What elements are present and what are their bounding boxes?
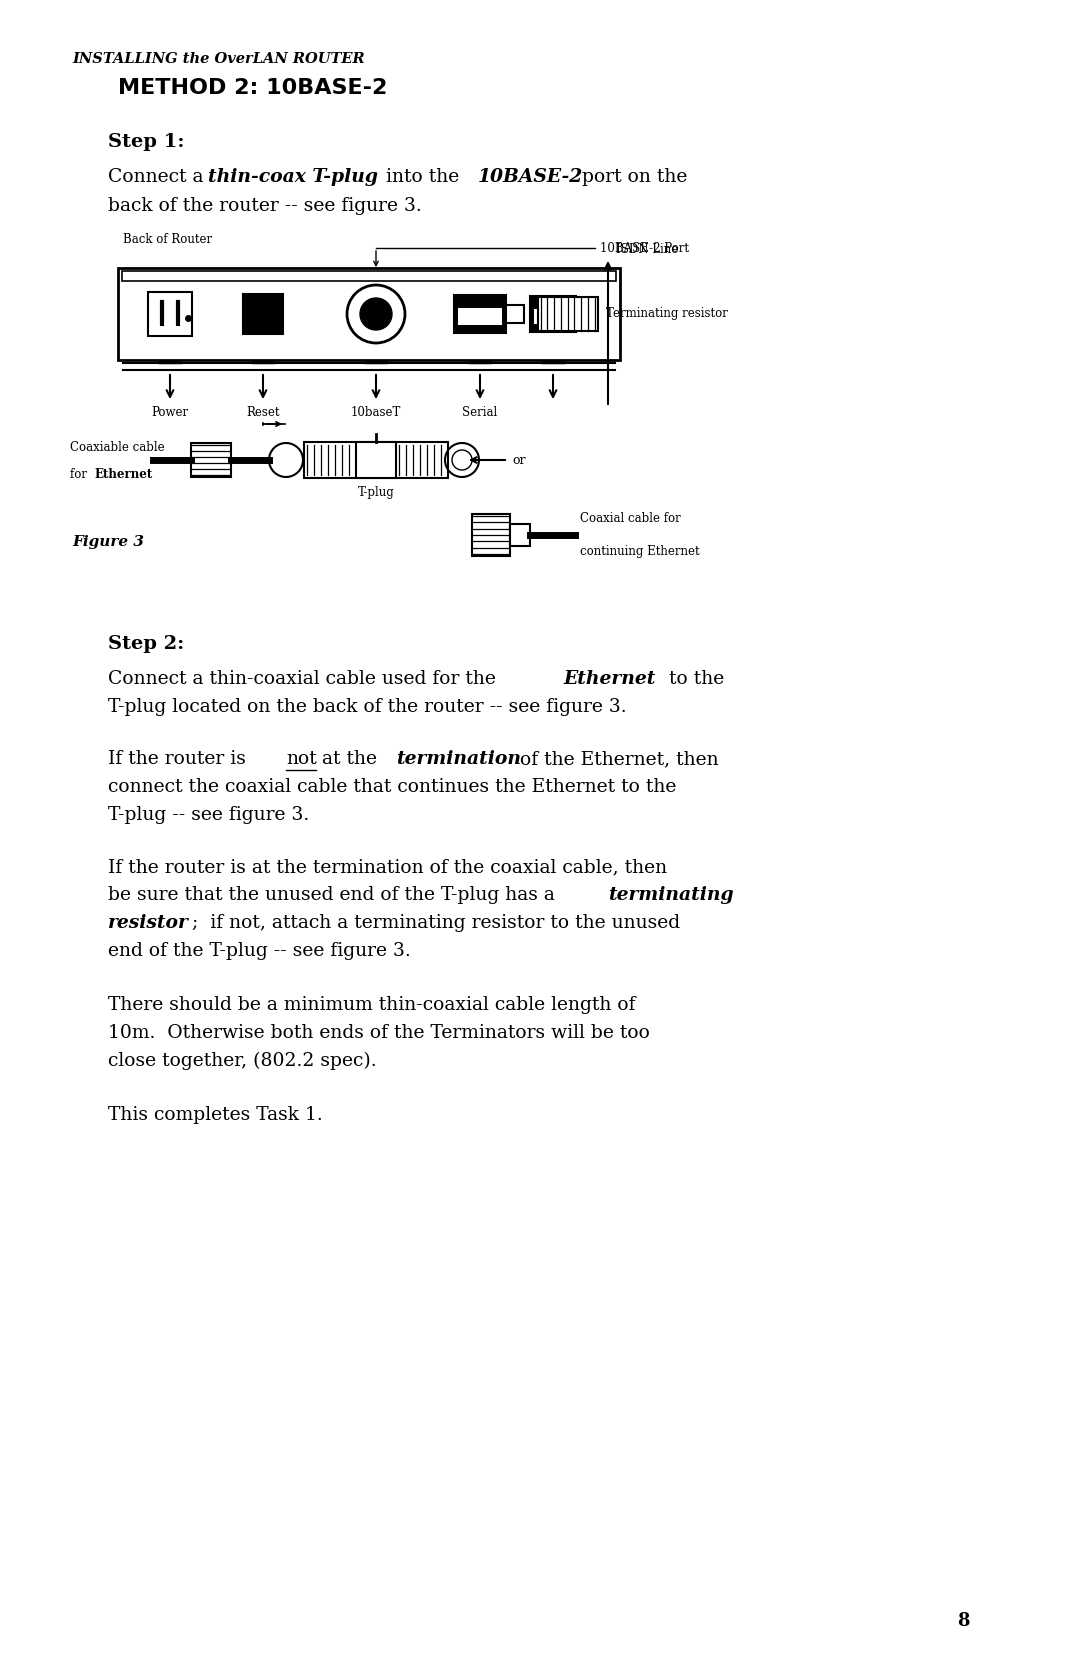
Text: not: not [286, 749, 316, 768]
Text: Coaxial cable for: Coaxial cable for [580, 512, 680, 526]
Text: Terminating resistor: Terminating resistor [606, 307, 728, 320]
Text: Ethernet: Ethernet [94, 467, 152, 481]
Bar [303, 442, 448, 477]
Text: at the: at the [316, 749, 383, 768]
Text: ISDN Line: ISDN Line [616, 244, 678, 255]
Text: Connect a thin-coaxial cable used for the: Connect a thin-coaxial cable used for th… [108, 669, 502, 688]
Text: port on the: port on the [576, 169, 687, 185]
Text: for: for [70, 467, 91, 481]
Text: Back of Router: Back of Router [123, 234, 212, 245]
Text: resistor: resistor [108, 915, 189, 931]
Text: Coaxiable cable: Coaxiable cable [70, 441, 164, 454]
Text: close together, (802.2 spec).: close together, (802.2 spec). [108, 1051, 377, 1070]
Text: of the Ethernet, then: of the Ethernet, then [514, 749, 718, 768]
Text: back of the router -- see figure 3.: back of the router -- see figure 3. [108, 197, 422, 215]
Text: T-plug -- see figure 3.: T-plug -- see figure 3. [108, 806, 309, 824]
Text: This completes Task 1.: This completes Task 1. [108, 1107, 323, 1123]
Text: There should be a minimum thin-coaxial cable length of: There should be a minimum thin-coaxial c… [108, 996, 635, 1015]
Bar [191, 442, 231, 477]
Bar [458, 299, 502, 325]
Text: 10baseT: 10baseT [351, 406, 401, 419]
Text: Step 2:: Step 2: [108, 634, 185, 653]
Bar [530, 295, 576, 332]
Bar [510, 524, 530, 546]
Bar [534, 300, 572, 324]
Text: T-plug: T-plug [357, 486, 394, 499]
Text: terminating: terminating [608, 886, 733, 905]
Bar [118, 269, 620, 361]
Text: end of the T-plug -- see figure 3.: end of the T-plug -- see figure 3. [108, 941, 410, 960]
Text: thin-coax T-plug: thin-coax T-plug [208, 169, 378, 185]
Text: 10m.  Otherwise both ends of the Terminators will be too: 10m. Otherwise both ends of the Terminat… [108, 1025, 650, 1041]
Text: INSTALLING the OverLAN ROUTER: INSTALLING the OverLAN ROUTER [72, 52, 365, 67]
Text: Ethernet: Ethernet [563, 669, 656, 688]
Bar [507, 305, 524, 324]
Text: Step 1:: Step 1: [108, 134, 185, 150]
Text: 8: 8 [958, 1612, 970, 1631]
Bar [356, 442, 396, 477]
Text: Power: Power [151, 406, 189, 419]
Text: Figure 3: Figure 3 [72, 536, 144, 549]
Text: If the router is: If the router is [108, 749, 252, 768]
Text: be sure that the unused end of the T-plug has a: be sure that the unused end of the T-plu… [108, 886, 561, 905]
Text: Serial: Serial [462, 406, 498, 419]
Text: or: or [512, 454, 526, 467]
Text: ;  if not, attach a terminating resistor to the unused: ; if not, attach a terminating resistor … [192, 915, 680, 931]
Bar [454, 295, 507, 334]
Circle shape [360, 299, 392, 330]
Text: T-plug located on the back of the router -- see figure 3.: T-plug located on the back of the router… [108, 698, 626, 716]
Bar [534, 300, 572, 309]
Text: 10BASE-2: 10BASE-2 [478, 169, 583, 185]
Text: METHOD 2: 10BASE-2: METHOD 2: 10BASE-2 [118, 78, 388, 98]
Text: 10BASE-2 Port: 10BASE-2 Port [600, 242, 689, 254]
Text: to the: to the [663, 669, 725, 688]
Text: into the: into the [380, 169, 465, 185]
Text: connect the coaxial cable that continues the Ethernet to the: connect the coaxial cable that continues… [108, 778, 676, 796]
Bar [472, 514, 510, 556]
Bar [458, 299, 502, 309]
Bar [148, 292, 192, 335]
Text: continuing Ethernet: continuing Ethernet [580, 546, 700, 557]
Text: Reset: Reset [246, 406, 280, 419]
Bar [243, 294, 283, 334]
Text: Connect a: Connect a [108, 169, 210, 185]
Bar [122, 270, 616, 280]
Text: If the router is at the termination of the coaxial cable, then: If the router is at the termination of t… [108, 858, 667, 876]
Text: termination: termination [396, 749, 521, 768]
Bar [538, 297, 598, 330]
